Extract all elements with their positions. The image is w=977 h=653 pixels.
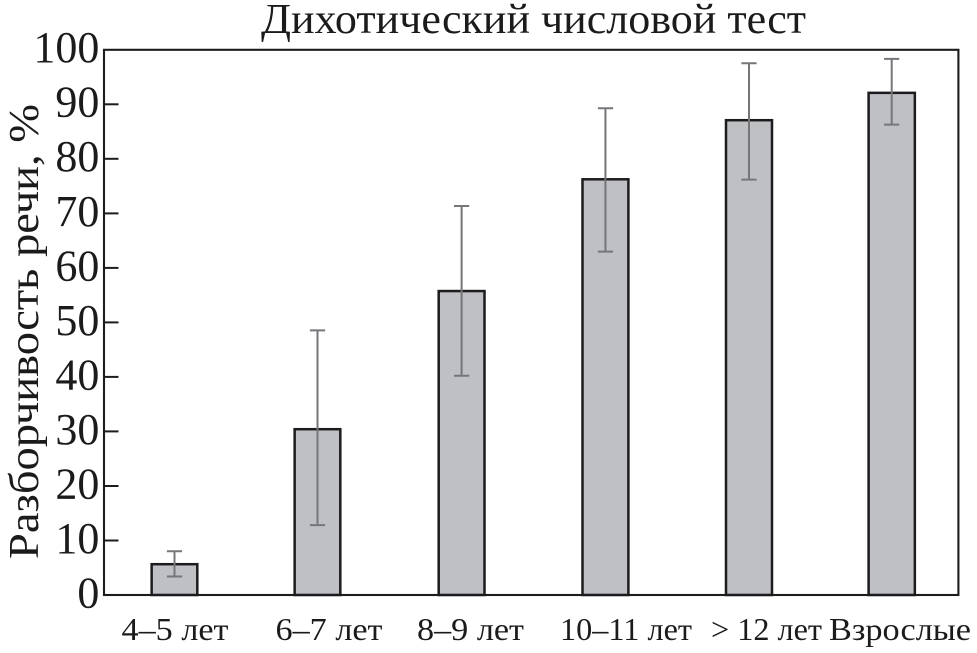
- svg-text:6–7 лет: 6–7 лет: [276, 611, 383, 647]
- svg-text:Взрослые: Взрослые: [829, 611, 971, 647]
- svg-text:70: 70: [55, 187, 99, 236]
- svg-text:4–5 лет: 4–5 лет: [122, 611, 229, 647]
- svg-text:80: 80: [55, 132, 99, 181]
- svg-text:50: 50: [55, 296, 99, 345]
- svg-text:40: 40: [55, 350, 99, 399]
- svg-text:0: 0: [77, 568, 99, 617]
- svg-text:90: 90: [55, 78, 99, 127]
- svg-text:60: 60: [55, 241, 99, 290]
- svg-text:30: 30: [55, 405, 99, 454]
- svg-text:20: 20: [55, 459, 99, 508]
- svg-text:Разборчивость речи, %: Разборчивость речи, %: [2, 104, 48, 559]
- svg-text:10–11 лет: 10–11 лет: [560, 611, 692, 647]
- svg-text:100: 100: [33, 23, 99, 72]
- svg-text:> 12 лет: > 12 лет: [711, 611, 822, 647]
- svg-text:Дихотический числовой тест: Дихотический числовой тест: [261, 0, 806, 43]
- svg-text:8–9 лет: 8–9 лет: [417, 611, 524, 647]
- svg-text:10: 10: [55, 514, 99, 563]
